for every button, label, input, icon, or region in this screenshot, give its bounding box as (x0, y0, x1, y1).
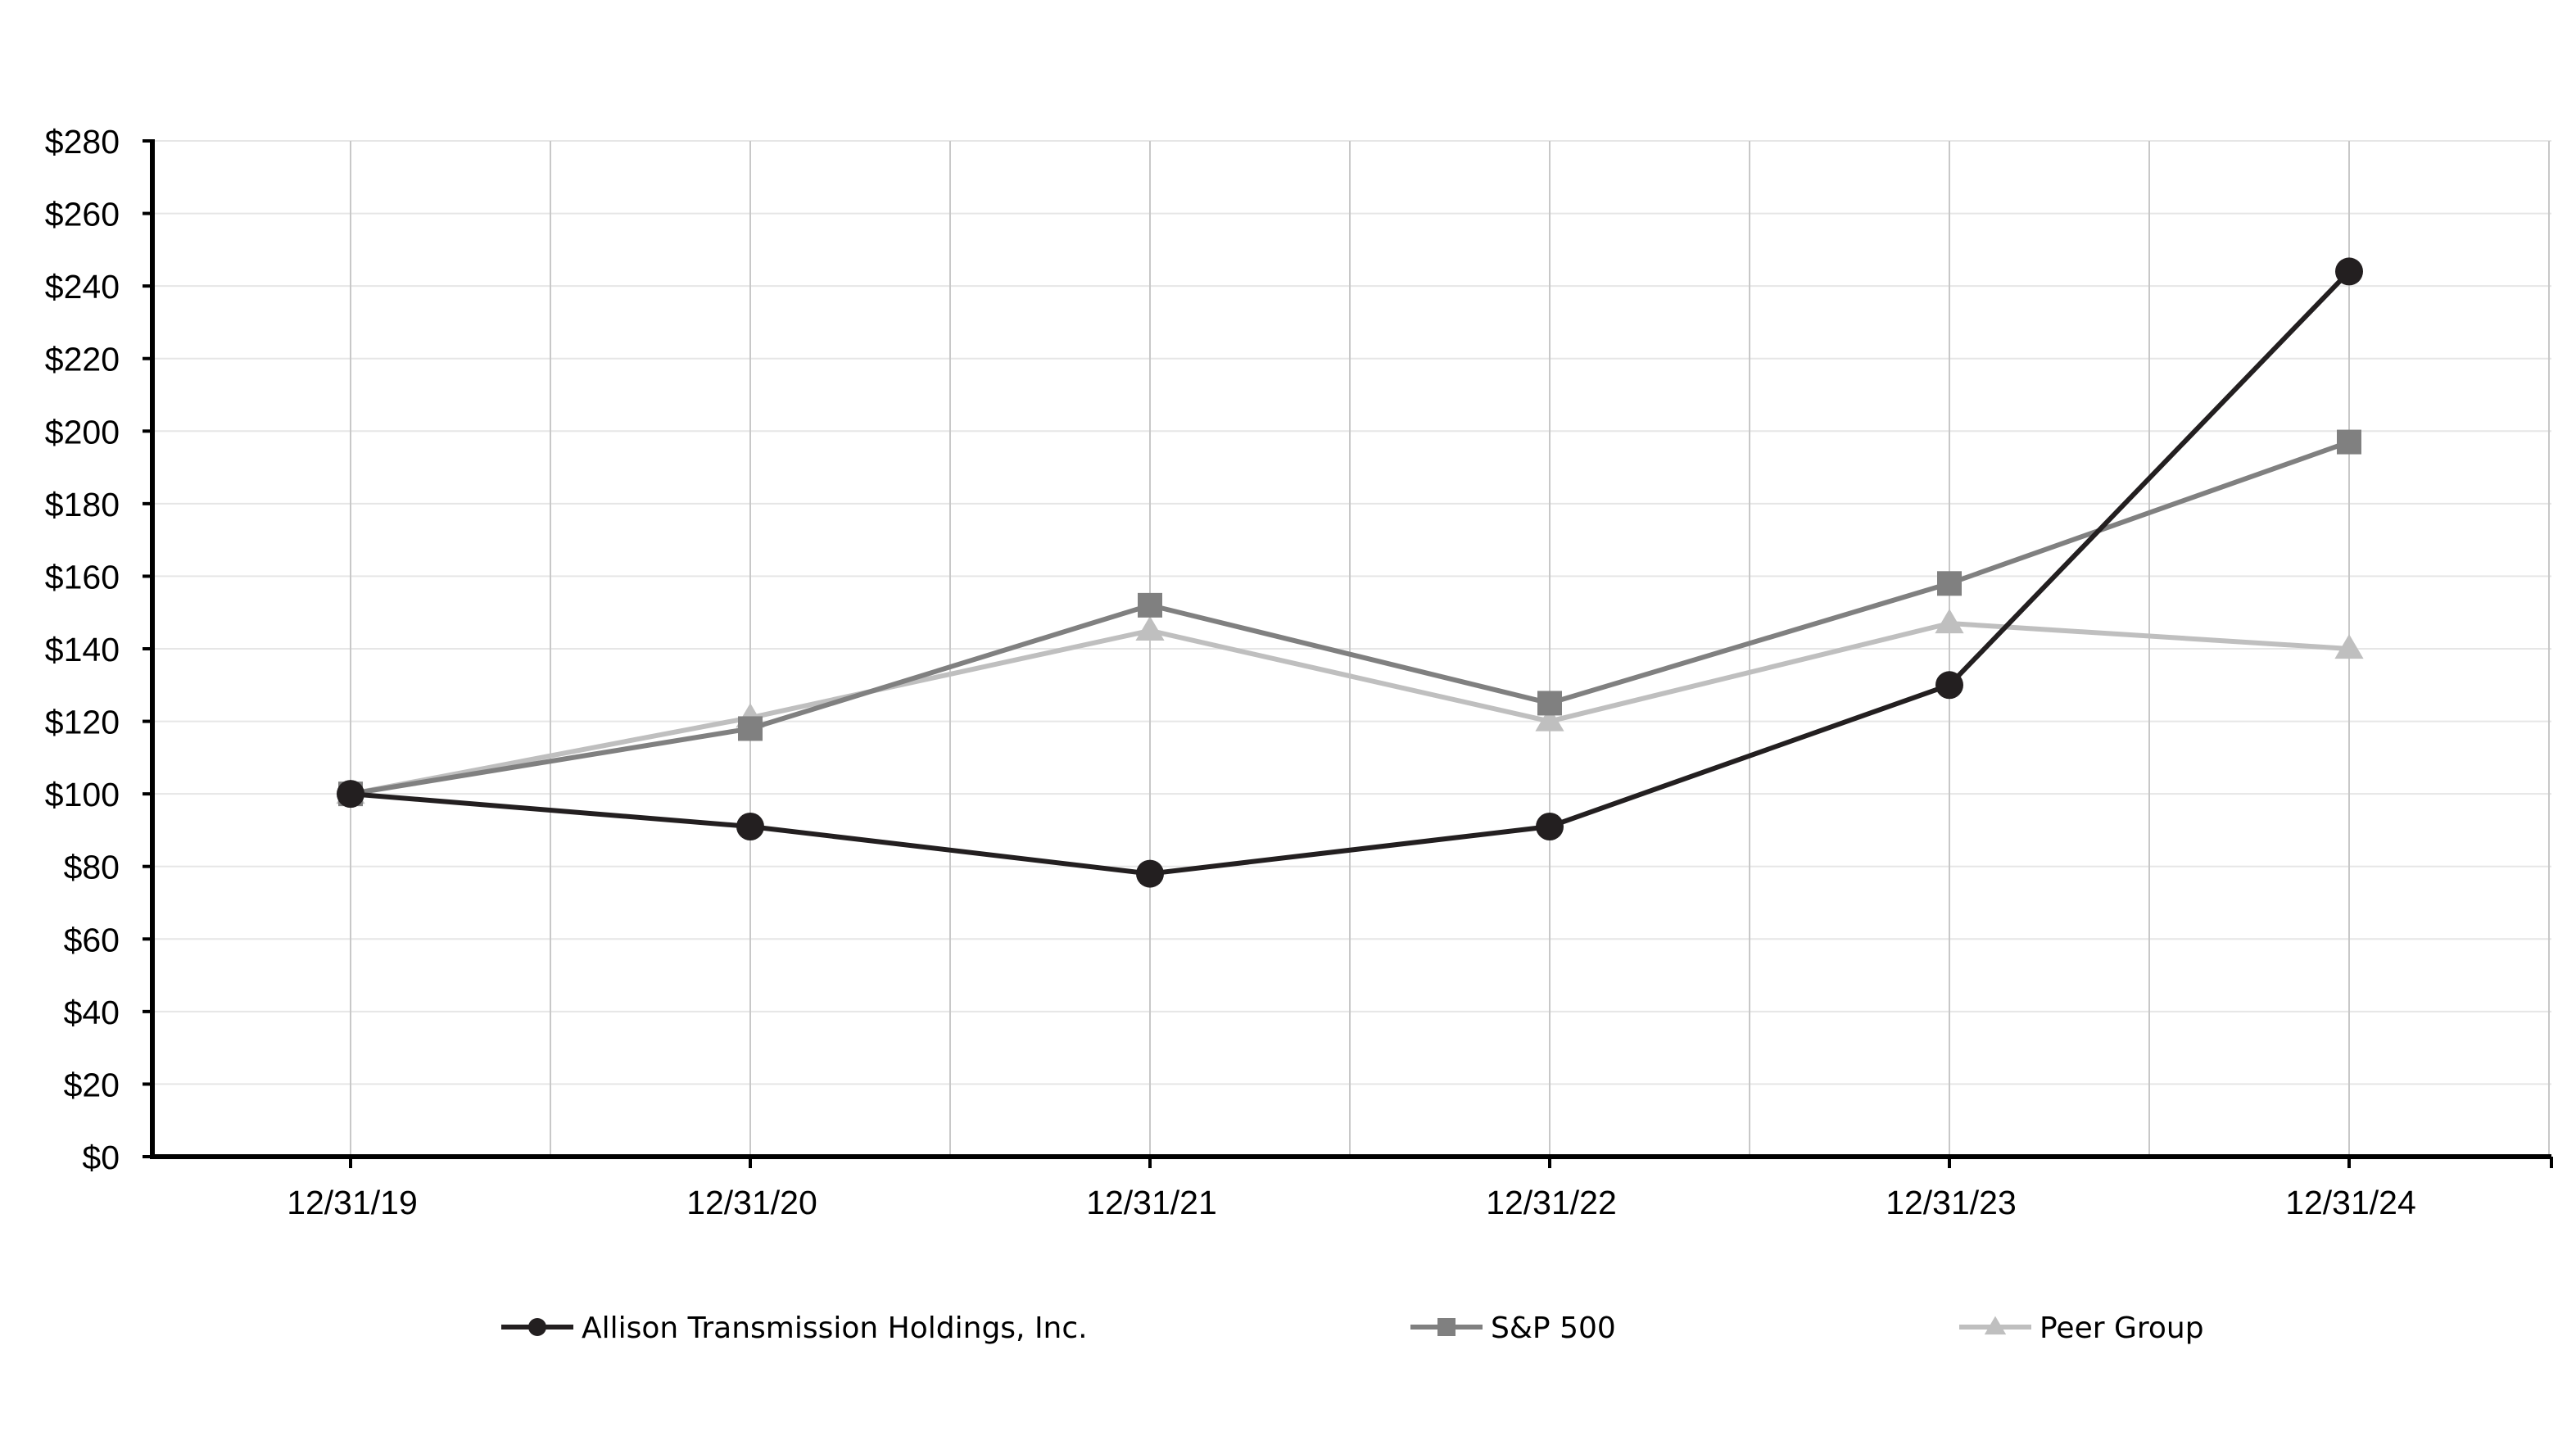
y-tick-label: $200 (45, 413, 120, 451)
legend-label: Peer Group (2040, 1311, 2204, 1345)
data-point-square (1537, 691, 1562, 716)
legend-item-peer-group: Peer Group (1959, 1311, 2204, 1345)
y-tick-label: $140 (45, 631, 120, 668)
legend: Allison Transmission Holdings, Inc. S&P 5… (501, 1311, 2204, 1345)
x-tick-label: 12/31/19 (287, 1184, 418, 1221)
y-tick-label: $160 (45, 558, 120, 596)
data-point-circle (1136, 859, 1164, 888)
data-point-triangle (1535, 706, 1564, 732)
series-line (350, 270, 2352, 877)
x-tick-label: 12/31/20 (686, 1184, 817, 1221)
data-point-triangle (2334, 634, 2364, 659)
y-tick-label: $40 (64, 994, 120, 1031)
data-point-square (738, 716, 763, 741)
legend-marker-triangle (1984, 1316, 2007, 1335)
x-tick-label: 12/31/23 (1886, 1184, 2017, 1221)
y-tick-label: $80 (64, 849, 120, 886)
series-allison-transmission-holdings-inc (337, 257, 2363, 888)
series-line (350, 439, 2351, 797)
y-tick-label: $60 (64, 921, 120, 958)
y-tick-label: $280 (45, 123, 120, 161)
y-tick-label: $180 (45, 486, 120, 523)
x-tick-label: 12/31/24 (2285, 1184, 2416, 1221)
data-point-circle (337, 780, 364, 809)
y-tick-label: $220 (45, 341, 120, 378)
data-point-square (1937, 571, 1962, 596)
data-point-circle (2335, 257, 2363, 286)
data-point-circle (1935, 671, 1963, 700)
x-tick-label: 12/31/21 (1086, 1184, 1217, 1221)
series-peer-group (336, 609, 2364, 804)
legend-label: S&P 500 (1491, 1311, 1616, 1345)
y-tick-label: $240 (45, 268, 120, 306)
legend-item-allison-transmission-holdings-inc: Allison Transmission Holdings, Inc. (501, 1311, 1088, 1345)
data-point-triangle (1135, 616, 1165, 641)
data-point-square (1138, 592, 1162, 618)
y-tick-label: $20 (64, 1066, 120, 1103)
series-line (350, 621, 2350, 797)
x-tick-label: 12/31/22 (1486, 1184, 1617, 1221)
legend-item-s-p-500: S&P 500 (1410, 1311, 1616, 1345)
y-tick-label: $0 (82, 1139, 120, 1176)
series-lines (336, 257, 2364, 888)
y-tick-label: $260 (45, 196, 120, 233)
tick-labels: $0 $20 $40 $60 $80 $100 $120 $140 $160 $180 $200 $2… (45, 123, 2416, 1221)
legend-marker-square (1437, 1318, 1456, 1336)
gridlines (152, 140, 2551, 1157)
legend-marker-circle (528, 1318, 546, 1336)
axes (143, 139, 2553, 1168)
data-point-circle (736, 813, 764, 840)
data-point-square (2337, 429, 2361, 455)
y-tick-label: $100 (45, 776, 120, 813)
y-tick-label: $120 (45, 704, 120, 741)
data-point-triangle (1935, 609, 1964, 634)
legend-label: Allison Transmission Holdings, Inc. (582, 1311, 1088, 1345)
data-point-circle (1536, 813, 1564, 840)
